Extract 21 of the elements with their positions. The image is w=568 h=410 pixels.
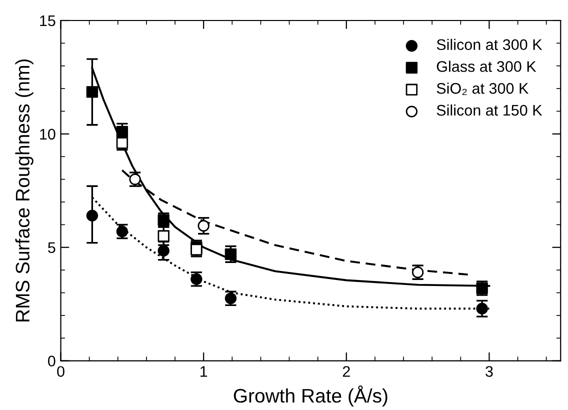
x-tick-label: 2 <box>342 366 350 377</box>
point <box>476 302 488 314</box>
point <box>158 230 170 242</box>
point <box>158 244 170 257</box>
x-tick-label: 1 <box>200 366 208 377</box>
x-tick-label: 3 <box>486 366 493 377</box>
y-tick-label: 5 <box>48 242 56 254</box>
legend-label: Silicon at 150 K <box>436 104 542 116</box>
x-tick-label: 0 <box>57 366 64 377</box>
y-axis-title: RMS Surface Roughness (nm) <box>15 59 34 322</box>
legend-label: SiO₂ at 300 K <box>436 82 529 95</box>
point <box>86 86 98 98</box>
point <box>198 220 210 232</box>
point <box>86 210 98 222</box>
legend-label: Glass at 300 K <box>436 60 536 72</box>
legend-label: Silicon at 300 K <box>436 38 542 50</box>
y-tick-label: 10 <box>40 128 56 140</box>
point <box>224 248 237 260</box>
x-axis-title: Growth Rate (Å/s) <box>234 385 388 407</box>
y-tick-label: 15 <box>40 16 56 26</box>
y-tick-label: 0 <box>48 356 56 366</box>
